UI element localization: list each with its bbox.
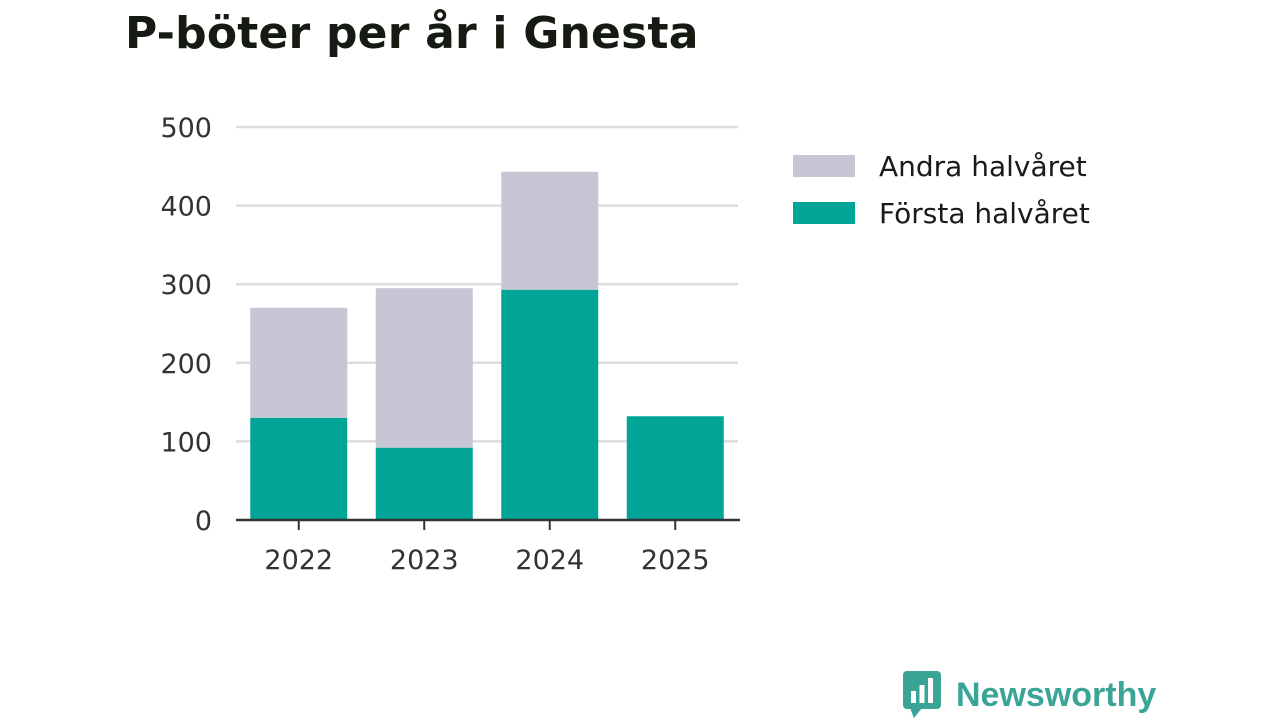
y-tick-label: 0	[195, 506, 212, 537]
legend-swatch	[793, 155, 855, 177]
y-tick-label: 200	[160, 349, 212, 380]
bar-segment	[250, 417, 348, 520]
legend-label: Första halvåret	[879, 197, 1090, 230]
brand-name: Newsworthy	[956, 675, 1157, 714]
bar-segment	[250, 307, 348, 418]
bar-segment	[626, 416, 724, 520]
chart-title: P-böter per år i Gnesta	[125, 8, 699, 59]
x-tick-label: 2022	[264, 545, 333, 576]
y-tick-label: 500	[160, 113, 212, 144]
x-tick-label: 2023	[390, 545, 459, 576]
x-tick-label: 2025	[641, 545, 710, 576]
legend-swatch	[793, 202, 855, 224]
legend-label: Andra halvåret	[879, 150, 1087, 183]
y-tick-label: 300	[160, 270, 212, 301]
newsworthy-logo-icon	[903, 671, 941, 718]
bar-segment	[375, 288, 473, 448]
bar-segment	[501, 171, 599, 290]
x-tick-label: 2024	[515, 545, 584, 576]
y-tick-label: 400	[160, 192, 212, 223]
y-tick-label: 100	[160, 427, 212, 458]
bar-segment	[375, 447, 473, 520]
bar-segment	[501, 289, 599, 520]
newsworthy-brand: Newsworthy	[902, 670, 1156, 720]
